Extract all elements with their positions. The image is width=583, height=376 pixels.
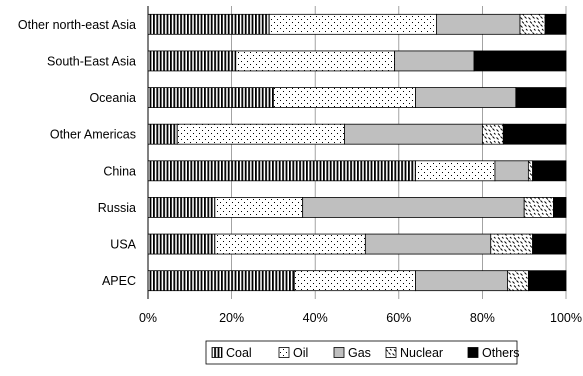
x-tick-label: 100% [550, 311, 582, 325]
bar-segment-gas [364, 233, 492, 255]
bars [147, 13, 567, 292]
legend-swatch-oil [278, 347, 290, 358]
x-tick-label: 40% [303, 311, 328, 325]
gridlines [147, 6, 567, 299]
legend-label-nuclear: Nuclear [400, 346, 443, 360]
legend-label-coal: Coal [226, 346, 252, 360]
bar-segment-coal [147, 160, 416, 182]
bar-segment-oil [214, 197, 304, 218]
legend-swatch-nuclear [385, 347, 397, 358]
bar-segment-oil [272, 87, 416, 108]
bar-segment-others [515, 87, 567, 108]
bar-segment-coal [147, 123, 178, 145]
legend-swatch-gas [333, 347, 345, 358]
bar-segment-coal [147, 50, 237, 72]
bar-segment-gas [415, 270, 508, 292]
x-tick-label: 80% [470, 311, 495, 325]
bar-segment-gas [436, 13, 521, 35]
bar-segment-gas [394, 50, 475, 72]
bar-segment-gas [415, 87, 517, 108]
x-tick-labels: 0% 20% 40% 60% 80% 100% [139, 311, 582, 325]
category-label: South-East Asia [47, 54, 136, 68]
category-labels: Other north-east Asia South-East Asia Ocea… [18, 18, 137, 288]
category-label: USA [110, 238, 136, 252]
category-label: Other north-east Asia [18, 18, 136, 32]
bar-segment-others [532, 160, 567, 182]
bar-segment-oil [214, 233, 366, 255]
x-tick-label: 20% [219, 311, 244, 325]
bar-segment-oil [235, 50, 396, 72]
legend-label-gas: Gas [348, 346, 371, 360]
bar-segment-coal [147, 270, 295, 292]
bar-segment-nuclear [507, 270, 529, 292]
bar-segment-oil [293, 270, 416, 292]
bar-segment-others [544, 13, 567, 35]
legend-box [205, 340, 518, 365]
bar-segment-coal [147, 87, 274, 108]
bar-segment-coal [147, 13, 270, 35]
category-label: Russia [98, 201, 136, 215]
bar-segment-gas [302, 197, 525, 218]
bar-segment-oil [176, 123, 345, 145]
bar-segment-nuclear [519, 13, 546, 35]
legend-label-oil: Oil [293, 346, 308, 360]
bar-segment-others [553, 197, 567, 218]
legend-swatch-others [467, 347, 479, 358]
bar-segment-nuclear [490, 233, 533, 255]
bar-segment-gas [344, 123, 483, 145]
bar-segment-nuclear [527, 160, 533, 182]
bar-segment-coal [147, 197, 216, 218]
category-label: China [103, 164, 136, 178]
bar-segment-oil [268, 13, 437, 35]
bar-segment-oil [415, 160, 496, 182]
bar-segment-others [473, 50, 567, 72]
category-label: APEC [102, 274, 136, 288]
bar-segment-nuclear [523, 197, 554, 218]
bar-segment-others [527, 270, 567, 292]
category-label: Oceania [89, 91, 136, 105]
legend: Coal Oil Gas Nuclear Others [205, 340, 520, 365]
bar-segment-others [532, 233, 567, 255]
legend-label-others: Others [482, 346, 520, 360]
bar-segment-nuclear [481, 123, 504, 145]
bar-segment-others [502, 123, 567, 145]
bar-segment-gas [494, 160, 529, 182]
legend-swatch-coal [211, 347, 223, 358]
category-label: Other Americas [50, 128, 136, 142]
bar-segment-coal [147, 233, 216, 255]
x-tick-label: 0% [139, 311, 157, 325]
x-tick-label: 60% [386, 311, 411, 325]
